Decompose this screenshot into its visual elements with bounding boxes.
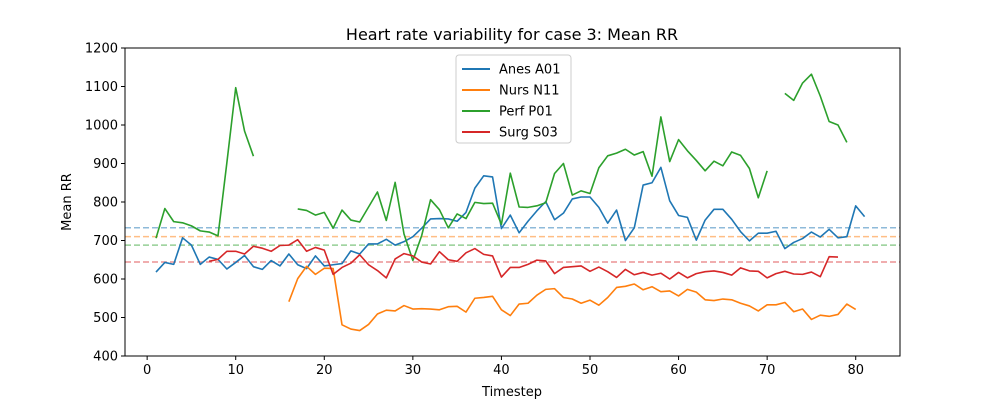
x-tick-label-3: 30 bbox=[405, 363, 422, 378]
x-tick-label-8: 80 bbox=[847, 363, 864, 378]
series-line-anes-a01 bbox=[155, 166, 866, 273]
chart-title: Heart rate variability for case 3: Mean … bbox=[346, 25, 678, 44]
plot-area bbox=[124, 47, 901, 357]
legend-label-1: Nurs N11 bbox=[499, 84, 559, 99]
y-tick-label-7: 1100 bbox=[85, 80, 118, 95]
series-line-perf-p01 bbox=[155, 73, 848, 262]
x-tick-label-0: 0 bbox=[143, 363, 151, 378]
legend-box bbox=[455, 54, 572, 144]
y-tick-label-6: 1000 bbox=[85, 119, 118, 134]
x-tick-label-2: 20 bbox=[316, 363, 333, 378]
y-tick-label-8: 1200 bbox=[85, 42, 118, 57]
legend-label-2: Perf P01 bbox=[499, 105, 553, 120]
x-axis-ticks: 0 10 20 30 40 50 60 70 80 bbox=[143, 356, 864, 378]
x-tick-label-1: 10 bbox=[227, 363, 244, 378]
x-tick-label-7: 70 bbox=[759, 363, 776, 378]
series-line-nurs-n11 bbox=[288, 265, 857, 332]
y-tick-label-5: 900 bbox=[93, 157, 118, 172]
y-axis-label: Mean RR bbox=[60, 173, 75, 231]
y-axis-ticks: 400 500 600 700 800 900 1000 1100 1200 bbox=[85, 42, 125, 365]
y-tick-label-4: 800 bbox=[93, 196, 118, 211]
legend-label-3: Surg S03 bbox=[499, 126, 558, 141]
y-tick-label-1: 500 bbox=[93, 311, 118, 326]
y-tick-label-2: 600 bbox=[93, 273, 118, 288]
x-tick-label-4: 40 bbox=[493, 363, 510, 378]
y-tick-label-0: 400 bbox=[93, 350, 118, 365]
x-tick-label-5: 50 bbox=[582, 363, 599, 378]
x-tick-label-6: 60 bbox=[670, 363, 687, 378]
series-line-surg-s03 bbox=[208, 238, 839, 280]
x-axis-label: Timestep bbox=[481, 385, 542, 400]
y-tick-label-3: 700 bbox=[93, 234, 118, 249]
legend: Anes A01 Nurs N11 Perf P01 Surg S03 bbox=[455, 54, 572, 144]
legend-label-0: Anes A01 bbox=[499, 63, 560, 78]
